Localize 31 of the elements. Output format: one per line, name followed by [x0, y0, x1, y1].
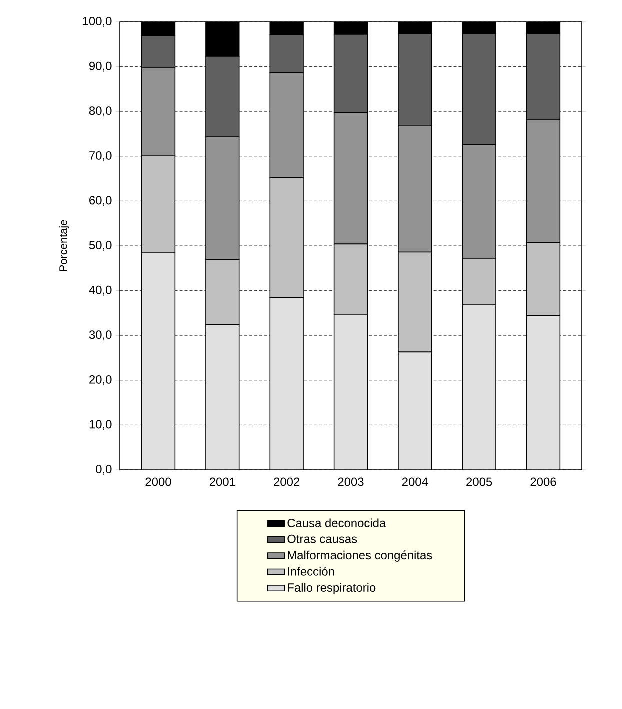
x-tick-label: 2004 [402, 478, 428, 486]
legend-label: Otras causas [288, 534, 358, 544]
y-tick-label: 50,0 [89, 241, 112, 251]
x-tick-label: 2001 [210, 478, 236, 486]
x-tick-label: 2006 [530, 478, 556, 486]
bar [270, 298, 304, 470]
y-tick-label: 10,0 [90, 420, 112, 430]
y-tick-label: 60,0 [90, 196, 112, 206]
y-tick-label: 0,0 [96, 465, 112, 475]
bar [398, 352, 432, 470]
x-tick-label: 2003 [338, 478, 364, 486]
y-tick-label: 80,0 [89, 106, 112, 117]
x-tick-label: 2000 [146, 478, 172, 486]
legend-label: Infección [288, 566, 334, 576]
y-tick-label: 20,0 [90, 375, 112, 386]
bar [206, 324, 240, 470]
y-tick-label: 40,0 [89, 286, 112, 296]
y-axis-title: Porcentaje [59, 220, 70, 272]
bar [462, 304, 496, 470]
bar [334, 314, 368, 470]
legend-label: Fallo respiratorio [288, 583, 376, 594]
legend-label: Malformaciones congénitas [288, 550, 432, 562]
y-tick-label: 70,0 [90, 151, 112, 162]
x-tick-label: 2002 [274, 478, 300, 486]
y-tick-label: 100,0 [83, 17, 112, 27]
bar [141, 252, 176, 470]
y-tick-label: 30,0 [89, 330, 112, 341]
legend-label: Causa deconocida [288, 518, 386, 528]
bar [526, 315, 561, 470]
y-tick-label: 90,0 [90, 62, 112, 72]
x-tick-label: 2005 [466, 478, 492, 486]
